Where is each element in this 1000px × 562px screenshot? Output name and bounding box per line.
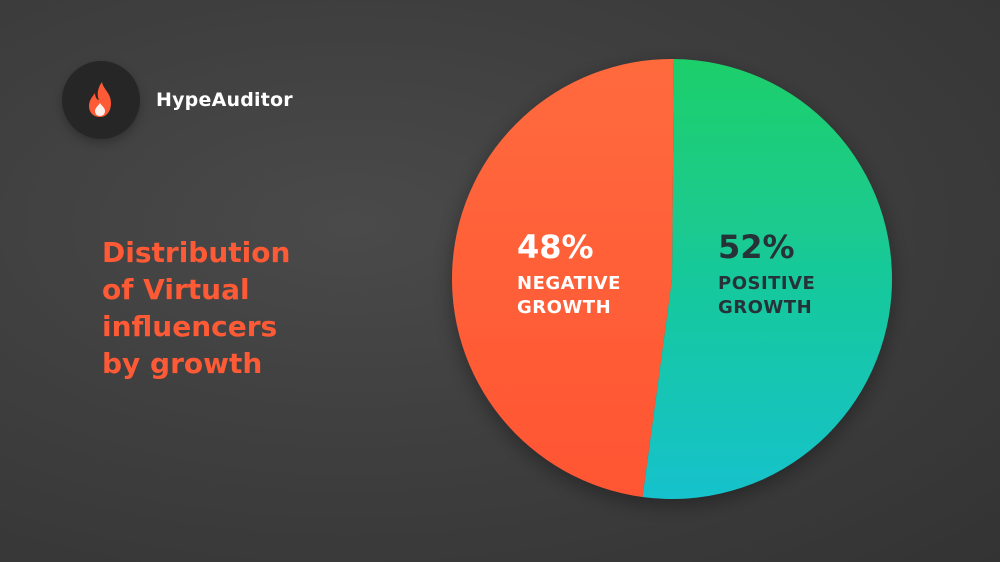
slice-category-label: GROWTH	[517, 297, 611, 318]
title-line: by growth	[102, 347, 263, 380]
title-line: of Virtual	[102, 273, 250, 306]
brand-name: HypeAuditor	[156, 89, 293, 111]
pie-slice-negative	[452, 59, 674, 498]
slice-category-label: GROWTH	[718, 297, 812, 318]
brand-logo	[62, 61, 140, 139]
title-line: influencers	[102, 310, 278, 343]
slice-percent-label: 52%	[718, 228, 795, 266]
slice-percent-label: 48%	[517, 228, 594, 266]
flame-icon	[89, 82, 111, 117]
pie-slice-positive	[642, 59, 893, 500]
brand: HypeAuditor	[62, 61, 293, 139]
title-line: Distribution	[102, 236, 291, 269]
slice-category-label: POSITIVE	[718, 273, 815, 294]
slice-category-label: NEGATIVE	[517, 273, 621, 294]
chart-title: Distribution of Virtual influencers by g…	[102, 234, 402, 382]
